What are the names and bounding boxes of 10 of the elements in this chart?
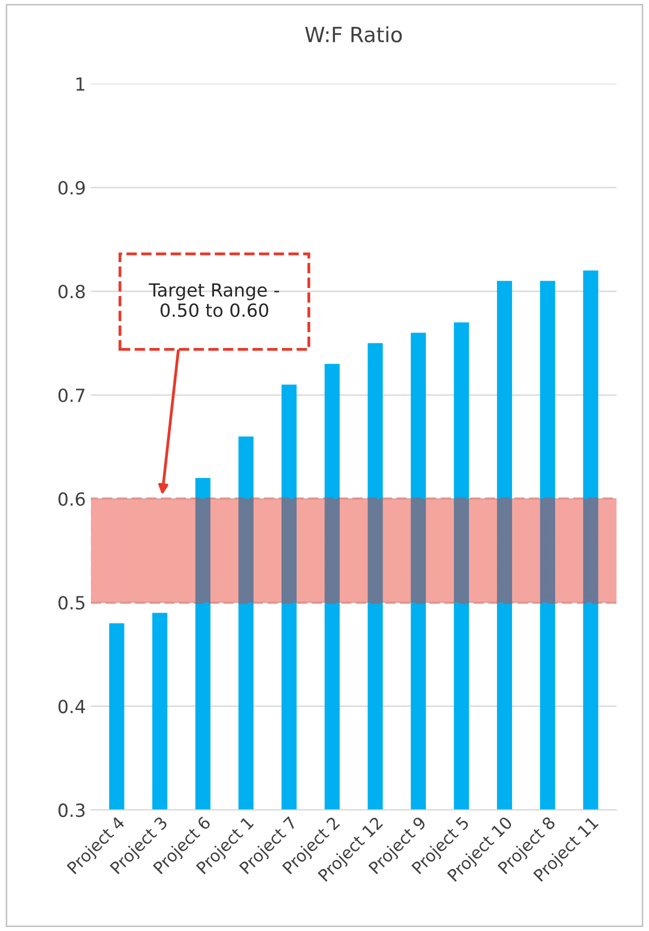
y-tick-label: 0.3 bbox=[58, 803, 85, 818]
y-tick-label: 0.6 bbox=[58, 492, 85, 506]
chart-title: W:F Ratio bbox=[305, 26, 402, 42]
y-tick-label: 0.9 bbox=[58, 180, 85, 195]
y-tick-label: 0.7 bbox=[58, 388, 84, 402]
annotation: Target Range - 0.50 to 0.60 bbox=[148, 283, 280, 317]
y-tick-label: 1 bbox=[76, 77, 84, 91]
y-tick-label: 0.4 bbox=[58, 700, 85, 714]
y-tick-label: 0.8 bbox=[58, 284, 85, 298]
y-tick-label: 0.5 bbox=[58, 596, 84, 610]
